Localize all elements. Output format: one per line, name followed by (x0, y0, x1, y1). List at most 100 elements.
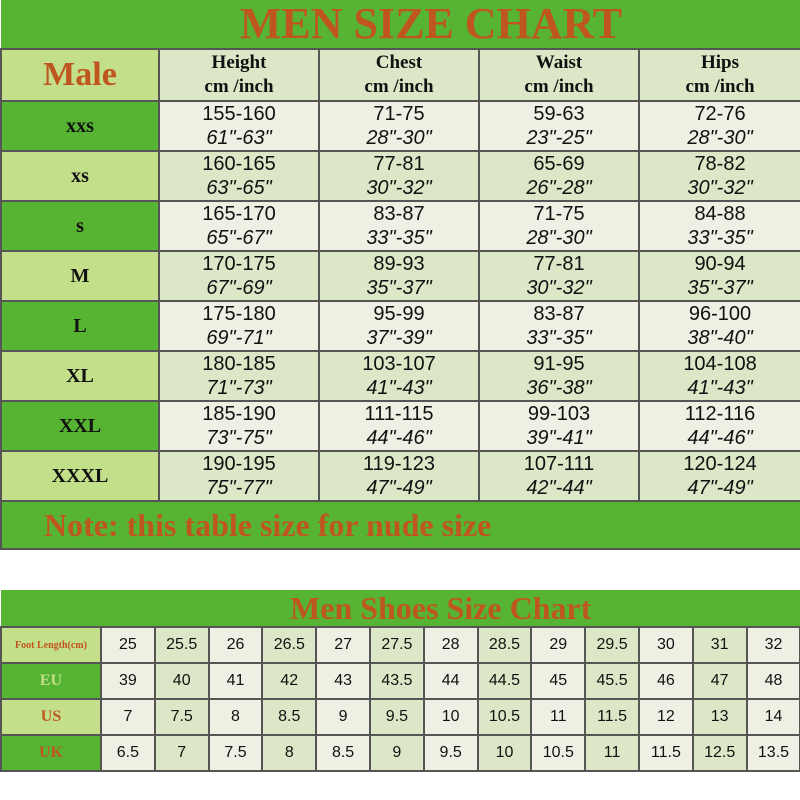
shoe-cell: 45 (530, 662, 587, 700)
size-row: XXXL 190-195 75"-77" 119-123 47"-49" 107-111 4… (0, 450, 800, 502)
shoe-cell: 10.5 (476, 698, 533, 736)
inch-value: 36"-38" (526, 377, 592, 399)
shoe-cell: 10.5 (530, 734, 587, 772)
inch-value: 44"-46" (687, 427, 753, 449)
size-cell: 165-170 65"-67" (158, 200, 320, 252)
shoe-cell: 39 (100, 662, 156, 700)
inch-value: 30"-32" (366, 177, 432, 199)
shoe-cell: 28 (422, 626, 479, 664)
shoe-cell: 9 (315, 698, 371, 736)
cm-value: 160-165 (202, 153, 276, 175)
inch-value: 33"-35" (366, 227, 432, 249)
size-cell: 111-115 44"-46" (318, 400, 480, 452)
cm-value: 120-124 (683, 453, 757, 475)
corner-label: Male (0, 48, 160, 102)
shoe-cell: 7.5 (207, 734, 264, 772)
size-cell: 71-75 28"-30" (478, 200, 640, 252)
size-label: xxs (0, 100, 160, 152)
size-row: L 175-180 69"-71" 95-99 37"-39" 83-87 33"-35" 9… (0, 300, 800, 352)
inch-value: 44"-46" (366, 427, 432, 449)
size-cell: 83-87 33"-35" (478, 300, 640, 352)
size-cell: 103-107 41"-43" (318, 350, 480, 402)
column-header: Hips cm /inch (637, 48, 800, 102)
size-label: xs (0, 150, 160, 202)
column-unit: cm /inch (204, 76, 274, 97)
shoe-cell: 12 (637, 698, 694, 736)
size-cell: 83-87 33"-35" (318, 200, 480, 252)
cm-value: 170-175 (202, 253, 276, 275)
inch-value: 42"-44" (526, 477, 592, 499)
cm-value: 95-99 (373, 303, 425, 325)
size-label: XXXL (0, 450, 160, 502)
size-cell: 59-63 23"-25" (478, 100, 640, 152)
cm-value: 96-100 (688, 303, 752, 325)
shoe-cell: 8 (261, 734, 318, 772)
cm-value: 103-107 (362, 353, 436, 375)
inch-value: 30"-32" (687, 177, 753, 199)
size-label: XXL (0, 400, 160, 452)
size-cell: 175-180 69"-71" (158, 300, 320, 352)
cm-value: 77-81 (373, 153, 425, 175)
shoe-cell: 9 (368, 734, 425, 772)
size-cell: 155-160 61"-63" (158, 100, 320, 152)
size-cell: 190-195 75"-77" (158, 450, 320, 502)
column-unit: cm /inch (364, 76, 434, 97)
cm-value: 185-190 (202, 403, 276, 425)
shoe-row-label: Foot Length(cm) (0, 626, 102, 664)
inch-value: 47"-49" (366, 477, 432, 499)
column-name: Hips (701, 52, 740, 73)
cm-value: 175-180 (202, 303, 276, 325)
inch-value: 28"-30" (366, 127, 432, 149)
size-cell: 78-82 30"-32" (637, 150, 800, 202)
shoe-cell: 43.5 (368, 662, 425, 700)
inch-value: 37"-39" (366, 327, 432, 349)
inch-value: 69"-71" (206, 327, 272, 349)
size-cell: 72-76 28"-30" (637, 100, 800, 152)
shoe-cell: 7 (100, 698, 156, 736)
men-size-chart: MEN SIZE CHART Male Height cm /inch Chest c… (0, 0, 800, 550)
shoe-cell: 43 (315, 662, 371, 700)
column-name: Chest (375, 52, 423, 73)
size-cell: 90-94 35"-37" (637, 250, 800, 302)
inch-value: 33"-35" (526, 327, 592, 349)
shoe-cell: 6.5 (100, 734, 156, 772)
inch-value: 47"-49" (687, 477, 753, 499)
shoe-cell: 8.5 (261, 698, 318, 736)
size-cell: 112-116 44"-46" (637, 400, 800, 452)
cm-value: 190-195 (202, 453, 276, 475)
shoe-cell: 11.5 (584, 698, 640, 736)
cm-value: 99-103 (527, 403, 591, 425)
column-header: Height cm /inch (158, 48, 320, 102)
shoe-cell: 25.5 (153, 626, 210, 664)
shoe-row: EU 39 40 41 42 43 43.5 44 44.5 45 45.5 46 47 48 (0, 662, 800, 700)
cm-value: 77-81 (533, 253, 585, 275)
column-name: Waist (535, 52, 583, 73)
size-label: s (0, 200, 160, 252)
shoe-row: US 7 7.5 8 8.5 9 9.5 10 10.5 11 11.5 12 13 14 (0, 698, 800, 736)
inch-value: 26"-28" (526, 177, 592, 199)
shoe-cell: 45.5 (584, 662, 640, 700)
shoe-cell: 8.5 (315, 734, 371, 772)
size-cell: 84-88 33"-35" (637, 200, 800, 252)
size-note: Note: this table size for nude size (0, 500, 800, 550)
inch-value: 41"-43" (687, 377, 753, 399)
column-unit: cm /inch (524, 76, 594, 97)
size-row: s 165-170 65"-67" 83-87 33"-35" 71-75 28"-30" 8… (0, 200, 800, 252)
cm-value: 71-75 (533, 203, 585, 225)
size-label: M (0, 250, 160, 302)
shoe-cell: 27.5 (368, 626, 425, 664)
shoe-cell: 44 (422, 662, 479, 700)
cm-value: 83-87 (533, 303, 585, 325)
shoe-cell: 47 (691, 662, 748, 700)
shoe-size-chart: Men Shoes Size Chart Foot Length(cm) 25 25… (0, 590, 800, 772)
shoe-cell: 29.5 (584, 626, 640, 664)
inch-value: 41"-43" (366, 377, 432, 399)
cm-value: 180-185 (202, 353, 276, 375)
inch-value: 63"-65" (206, 177, 272, 199)
cm-value: 107-111 (523, 453, 595, 475)
size-cell: 65-69 26"-28" (478, 150, 640, 202)
shoe-cell: 26 (207, 626, 264, 664)
inch-value: 38"-40" (687, 327, 753, 349)
size-cell: 160-165 63"-65" (158, 150, 320, 202)
size-cell: 89-93 35"-37" (318, 250, 480, 302)
